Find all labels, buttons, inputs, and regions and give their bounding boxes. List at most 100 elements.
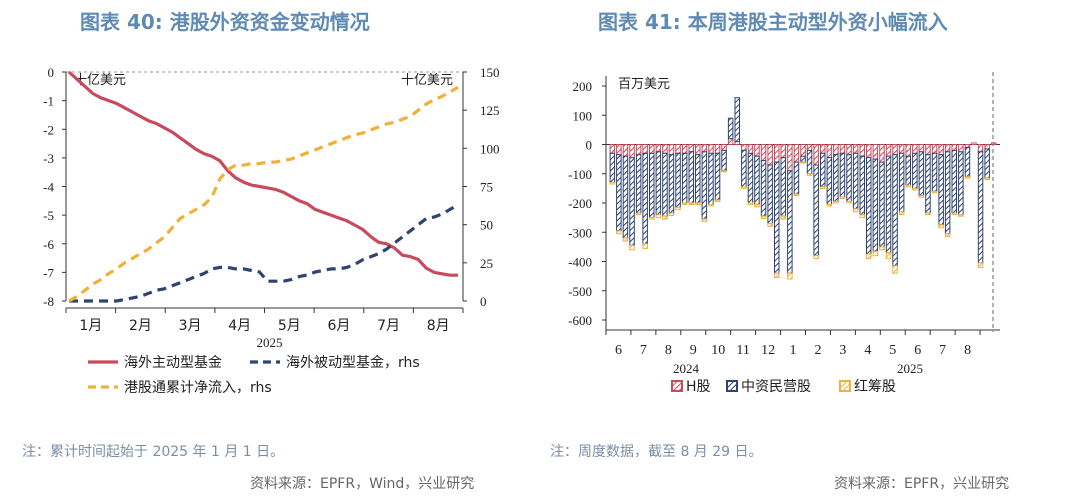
bar-segment-1 [734,97,740,143]
right-note: 注：周度数据，截至 8 月 29 日。 [550,444,763,460]
bar-segment-0 [931,144,938,154]
x-tick-label: 1月 [79,318,102,334]
bar-segment-1 [879,161,885,248]
x-tick-label: 4月 [228,318,251,334]
bar-segment-0 [708,144,714,154]
bar-segment-2 [918,195,925,198]
bar-segment-1 [688,151,694,204]
right-y-tick-label: 75 [480,180,493,195]
bar-segment-1 [793,161,800,195]
bar-segment-2 [806,173,813,176]
bar-segment-1 [609,152,616,184]
bar-segment-2 [609,182,616,185]
bar-segment-0 [616,144,622,156]
bar-segment-0 [675,144,681,154]
bar-segment-2 [839,196,846,200]
y-tick-label: -600 [568,313,592,328]
bar-segment-2 [820,186,826,189]
bar-segment-2 [780,215,786,220]
x-tick-label: 6 [914,343,921,358]
bar-segment-2 [964,176,971,179]
bar-segment-1 [695,154,701,204]
bar-segment-1 [892,154,898,267]
x-tick-label: 4 [864,343,871,358]
bar-segment-1 [780,157,786,217]
bar-segment-2 [741,186,747,189]
y-tick-label: 100 [573,108,593,123]
bar-segment-2 [813,255,819,260]
left-y-tick-label: -4 [43,180,54,195]
bar-segment-1 [938,154,944,226]
y-tick-label: 0 [586,138,593,153]
bar-segment-1 [905,155,911,186]
legend-label-0: 海外主动型基金 [124,354,222,371]
bar-segment-0 [852,144,859,154]
bar-segment-0 [774,144,780,163]
bar-segment-1 [866,157,872,255]
bar-segment-2 [905,184,911,188]
left-y-tick-label: -3 [43,151,54,166]
x-tick-label: 1 [790,343,797,358]
x-tick-label: 2 [814,343,821,358]
x-tick-label: 6 [615,343,622,358]
bar-segment-1 [774,161,780,274]
right-chart-title: 图表 41: 本周港股主动型外资小幅流入 [598,10,948,34]
bar-segment-2 [912,187,918,191]
bar-segment-0 [859,144,865,157]
bar-segment-0 [649,144,655,154]
right-y-tick-label: 100 [480,141,500,156]
right-source: 资料来源：EPFR，兴业研究 [834,476,1010,492]
left-y-tick-label: -8 [43,294,54,309]
bar-segment-1 [813,164,819,257]
x-tick-label: 10 [711,343,725,358]
bar-segment-1 [872,158,879,252]
bar-segment-2 [951,212,957,216]
right-y-tick-label: 0 [480,294,487,309]
bar-segment-1 [701,151,708,220]
x-tick-label: 9 [690,343,697,358]
bar-segment-1 [852,152,859,210]
bar-segment-2 [642,243,648,249]
year-label: 2025 [897,361,923,376]
left-y-tick-label: -2 [43,122,54,137]
bar-segment-0 [944,144,951,153]
legend-label-1: 海外被动型基金，rhs [286,354,420,371]
bar-segment-0 [951,144,957,151]
left-y-tick-label: -5 [43,208,54,223]
bar-segment-2 [826,204,833,207]
bar-segment-0 [662,144,668,154]
bar-segment-2 [977,262,984,268]
bar-segment-0 [741,144,747,151]
unit-label: 百万美元 [618,77,670,92]
bar-segment-0 [912,144,918,154]
bar-segment-2 [846,201,852,204]
bar-segment-0 [866,144,872,159]
x-tick-label: 7 [939,343,946,358]
y-tick-label: -500 [568,284,592,299]
x-tick-label: 11 [736,343,749,358]
bar-segment-2 [872,250,879,257]
right-unit-label: 十亿美元 [401,73,453,88]
y-tick-label: -100 [568,167,592,182]
bar-segment-2 [668,212,675,216]
bar-segment-0 [977,144,984,153]
bar-segment-1 [839,152,846,198]
bar-segment-1 [714,152,721,201]
bar-segment-1 [629,157,635,246]
x-tick-label: 8月 [427,318,450,334]
bar-segment-1 [964,146,971,178]
x-tick-label: 7 [640,343,647,358]
bar-segment-2 [655,214,662,219]
bar-segment-1 [655,151,662,216]
bar-segment-1 [931,152,938,192]
left-source: 资料来源：EPFR，Wind，兴业研究 [250,476,475,492]
bar-segment-1 [925,154,931,214]
bar-segment-1 [833,154,839,202]
bar-segment-0 [681,144,688,154]
bar-segment-1 [662,152,668,217]
bar-segment-2 [925,212,931,216]
x-tick-label: 2月 [129,318,152,334]
bar-segment-1 [977,151,984,264]
bar-segment-0 [971,142,977,145]
y-tick-label: -200 [568,196,592,211]
